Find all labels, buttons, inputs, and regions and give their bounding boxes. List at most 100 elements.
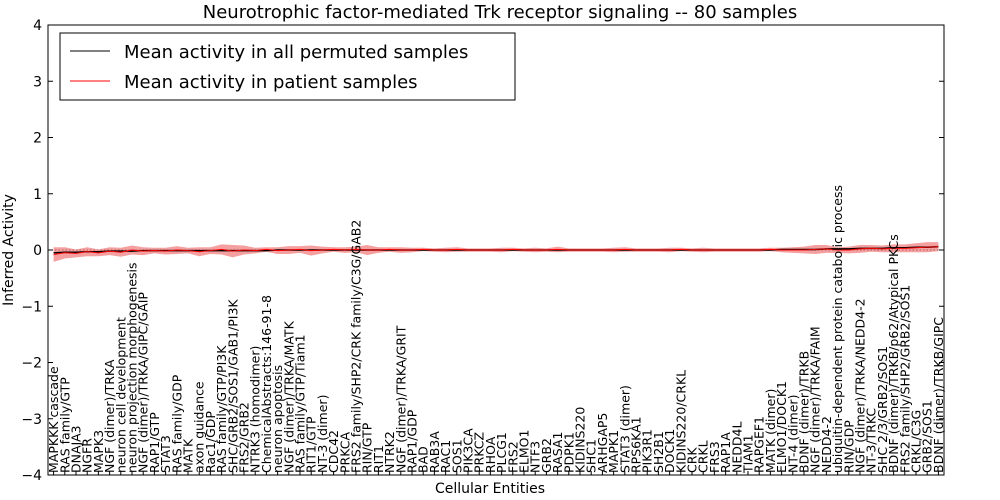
legend: Mean activity in all permuted samples Me… (59, 32, 516, 101)
x-category-label: NGF (dimer)/TRKA/FAIM (808, 326, 823, 473)
x-category-label: RAB3A (427, 431, 442, 473)
x-category-label: STAT3 (158, 435, 173, 473)
x-category-label: NT-3/TRKC (864, 408, 879, 473)
x-category-label: RASA1 (550, 432, 565, 473)
x-category-label: PIK3R1 (640, 429, 655, 473)
x-category-label: DOCK1 (662, 429, 677, 473)
x-category-label: RAP1A (718, 432, 733, 473)
x-category-label: PLCG1 (494, 432, 509, 473)
x-category-label: MATK (181, 438, 196, 473)
x-category-label: RPS6KA1 (629, 416, 644, 473)
x-category-label: RAC1 (438, 440, 453, 473)
x-category-label: ARHGAP5 (595, 413, 610, 473)
x-category-label: RAS family/GTP/Tiam1 (293, 334, 308, 473)
x-category-label: PRKCA (337, 432, 352, 473)
x-category-label: MAPK3 (91, 430, 106, 473)
x-category-label: GRB2 (539, 438, 554, 473)
x-category-label: RAP1/GTP (147, 412, 162, 473)
x-category-label: CRKL/C3G (909, 410, 924, 473)
x-category-label: PDPK1 (561, 432, 576, 473)
legend-box (59, 32, 516, 101)
y-tick-label: −1 (21, 299, 42, 315)
x-category-label: NGF (dimer)/TRKA/GRIT (393, 325, 408, 473)
x-category-label: KIDINS220 (573, 407, 588, 473)
x-category-label: PRKCZ (472, 432, 487, 473)
x-category-label: neuron cell development (113, 317, 128, 473)
x-category-label: SHC 2/3/GRB2/SOS1 (875, 346, 890, 473)
x-category-label: NEDD4-2 (819, 416, 834, 473)
x-category-label: SH2B1 (651, 431, 666, 473)
x-category-label: NTRK2 (382, 431, 397, 473)
x-category-label: MATK (dimer) (763, 389, 778, 473)
x-category-label: RIT1 (371, 445, 386, 473)
x-category-label: FRS2 (505, 441, 520, 473)
x-category-label: FRS3 (707, 441, 722, 473)
legend-label-patient: Mean activity in patient samples (124, 72, 418, 93)
series-line-patient (53, 246, 939, 255)
x-category-label: MAPK1 (606, 430, 621, 473)
y-tick-label: 2 (33, 131, 42, 147)
x-category-label: ELMO1 (517, 430, 532, 473)
x-category-label: RHOA (483, 436, 498, 473)
x-category-label: BDNF (dimer)/TRKB/GIPC (931, 317, 946, 473)
x-category-label: NGFR (80, 438, 95, 473)
legend-label-permuted: Mean activity in all permuted samples (124, 42, 468, 63)
y-tick-label: −4 (21, 468, 42, 484)
x-category-label: RIT1/GTP (304, 416, 319, 473)
y-tick-label: 0 (33, 243, 42, 259)
x-category-label: GRB2/SOS1 (920, 400, 935, 473)
patient-variability-band (53, 242, 939, 262)
chart-title: Neurotrophic factor-mediated Trk recepto… (203, 2, 797, 23)
plot-frame (47, 24, 945, 476)
x-category-label: KIDINS220/CRKL (673, 370, 688, 473)
y-tick-label: 4 (33, 18, 42, 34)
y-tick-label: −3 (21, 412, 42, 428)
x-category-label: neuron projection morphogenesis (125, 262, 140, 473)
x-category-label: CRK (685, 447, 700, 473)
x-category-label: CDC42 (326, 430, 341, 473)
y-tick-label: 1 (33, 187, 42, 203)
x-category-label: RAS family/GTP/PI3K (214, 345, 229, 473)
x-category-label: PIK3CA (461, 428, 476, 473)
x-category-label: NGF (dimer)/TRKA (102, 359, 117, 473)
y-tick-label: 3 (33, 74, 42, 90)
x-category-label: RIN/GDP (841, 420, 856, 473)
x-category-label: Rac1/GDP (203, 411, 218, 473)
x-category-label: ubiquitin-dependent protein catabolic pr… (830, 185, 845, 473)
x-category-label: STAT3 (dimer) (617, 385, 632, 473)
x-category-label: BAD (416, 446, 431, 473)
x-category-label: RIN/GTP (360, 422, 375, 473)
x-category-label: NTRK3 (homodimer) (248, 346, 263, 473)
x-category-label: axon guidance (192, 381, 207, 473)
x-category-label: ELMO1/DOCK1 (774, 381, 789, 473)
x-category-label: FRS2 family/SHP2/GRB2/SOS1 (897, 285, 912, 473)
x-category-label: FRS2/GRB2 (237, 402, 252, 473)
x-category-label: MAPKKK cascade (46, 366, 61, 473)
x-category-label: BDNF (dimer)/TRKB/p62/Atypical PKCs (886, 234, 901, 473)
x-category-label: SHC1 (584, 439, 599, 473)
x-category-label: DNAJA3 (69, 426, 84, 474)
x-category-label: FRS2 family/SHP2/CRK family/C3G/GAB2 (349, 220, 364, 473)
x-category-label: NEDD4L (729, 422, 744, 473)
x-category-label: RAP1/GDP (405, 409, 420, 473)
x-category-label: NT-3 (dimer) (315, 395, 330, 473)
x-category-label: CRKL (696, 440, 711, 473)
x-category-label: NGF (dimer)/TRKA/NEDD4-2 (853, 298, 868, 473)
x-category-label: NT-4 (dimer) (785, 395, 800, 473)
x-category-label: RAS family/GDP (169, 374, 184, 473)
x-category-label: ChemicalAbstracts:146-91-8 (259, 295, 274, 473)
x-category-label: NGF (dimer)/TRKA/MATK (281, 320, 296, 473)
x-category-label: NGF (dimer)/TRKA/GIPC/GAIP (136, 292, 151, 473)
y-tick-label: −2 (21, 356, 42, 372)
x-category-label: NTF3 (528, 441, 543, 473)
x-category-label: RAS family/GTP (57, 377, 72, 473)
x-category-label: SHC/GRB2/SOS1/GAB1/PI3K (225, 299, 240, 473)
x-category-label: TIAM1 (741, 434, 756, 474)
x-axis-label: Cellular Entities (435, 481, 545, 497)
y-axis-label: Inferred Activity (1, 194, 17, 306)
x-category-label: SOS1 (449, 439, 464, 473)
x-category-label: neuron apoptosis (270, 365, 285, 473)
x-category-label: BDNF (dimer)/TRKB (797, 351, 812, 473)
